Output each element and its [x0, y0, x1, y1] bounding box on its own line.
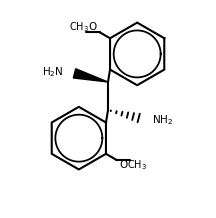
- Text: NH$_2$: NH$_2$: [152, 113, 173, 127]
- Text: O: O: [88, 22, 96, 32]
- Polygon shape: [73, 69, 108, 82]
- Text: O: O: [120, 160, 128, 170]
- Text: CH$_3$: CH$_3$: [69, 20, 89, 34]
- Text: H$_2$N: H$_2$N: [42, 65, 64, 79]
- Text: CH$_3$: CH$_3$: [127, 158, 147, 172]
